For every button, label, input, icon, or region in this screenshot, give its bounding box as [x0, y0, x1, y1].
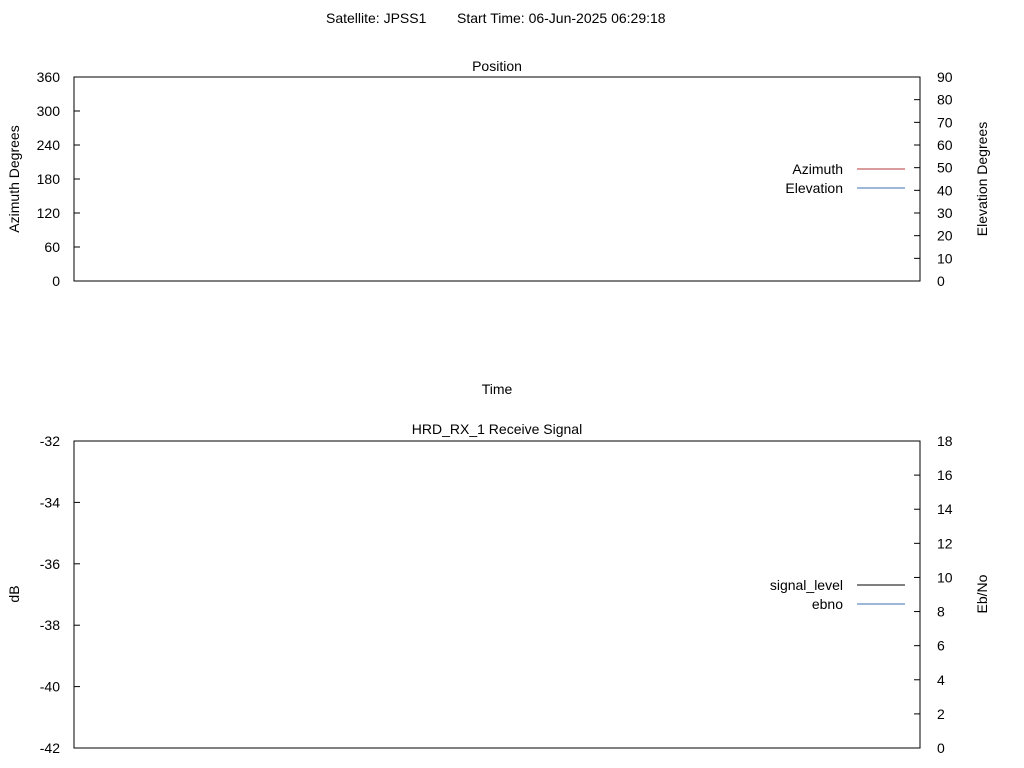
position-y2-tick-label: 30 — [937, 205, 953, 221]
position-y2-tick-label: 40 — [937, 182, 953, 198]
signal-y2-label: Eb/No — [974, 574, 990, 613]
position-y2-tick-label: 20 — [937, 228, 953, 244]
position-y2-tick-label: 60 — [937, 137, 953, 153]
signal-y2-tick-label: 14 — [937, 501, 953, 517]
position-plot-frame — [73, 76, 921, 282]
satellite-label: Satellite: JPSS1 — [326, 10, 427, 26]
signal-y-tick-label: -34 — [40, 494, 60, 510]
position-y-tick-label: 0 — [52, 273, 60, 289]
signal-y2-tick-label: 16 — [937, 467, 953, 483]
position-y-tick-label: 300 — [37, 103, 61, 119]
legend-azimuth-label: Azimuth — [792, 161, 843, 177]
position-y-tick-label: 360 — [37, 69, 61, 85]
position-y-label: Azimuth Degrees — [6, 125, 22, 232]
signal-y2-tick-label: 12 — [937, 535, 953, 551]
position-y-tick-label: 180 — [37, 171, 61, 187]
signal-plot-frame — [73, 440, 921, 749]
position-y-tick-label: 60 — [44, 239, 60, 255]
legend-signal-level-label: signal_level — [770, 577, 843, 593]
signal-y-tick-label: -36 — [40, 556, 60, 572]
signal-y-tick-label: -32 — [40, 433, 60, 449]
position-y2-tick-label: 10 — [937, 250, 953, 266]
position-y2-tick-label: 90 — [937, 69, 953, 85]
signal-y2-tick-label: 8 — [937, 604, 945, 620]
signal-y2-tick-label: 4 — [937, 672, 945, 688]
signal-y-label: dB — [6, 585, 22, 602]
position-y2-tick-label: 80 — [937, 92, 953, 108]
signal-title: HRD_RX_1 Receive Signal — [412, 421, 582, 437]
start-time-label: Start Time: 06-Jun-2025 06:29:18 — [457, 10, 666, 26]
position-x-label: Time — [482, 381, 513, 397]
position-chart: Position Time Azimuth Degrees Elevation … — [6, 58, 990, 397]
position-y2-tick-label: 70 — [937, 114, 953, 130]
signal-y2-tick-label: 6 — [937, 638, 945, 654]
signal-chart: HRD_RX_1 Receive Signal dB Eb/No -42 -40 -… — [6, 421, 990, 756]
legend-elevation-label: Elevation — [785, 180, 843, 196]
position-y2-tick-label: 50 — [937, 160, 953, 176]
signal-y2-tick-label: 2 — [937, 706, 945, 722]
signal-y-tick-label: -42 — [40, 740, 60, 756]
position-y-tick-label: 120 — [37, 205, 61, 221]
position-y2-tick-label: 0 — [937, 273, 945, 289]
position-y-tick-label: 240 — [37, 137, 61, 153]
legend-ebno-label: ebno — [812, 596, 843, 612]
signal-y2-tick-label: 0 — [937, 740, 945, 756]
signal-y-tick-label: -38 — [40, 617, 60, 633]
position-title: Position — [472, 58, 522, 74]
signal-y2-tick-label: 18 — [937, 433, 953, 449]
position-y2-label: Elevation Degrees — [974, 122, 990, 236]
signal-y2-tick-label: 10 — [937, 569, 953, 585]
signal-y-tick-label: -40 — [40, 679, 60, 695]
